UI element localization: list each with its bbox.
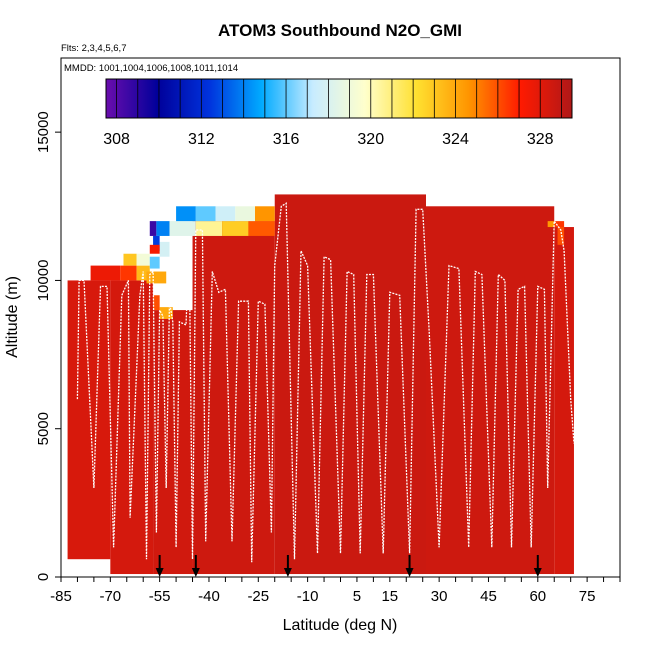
curtain-cell — [169, 221, 196, 236]
flight-arrow-head — [191, 568, 200, 577]
x-tick-label: 60 — [529, 588, 546, 605]
curtain-cell — [153, 295, 160, 311]
curtain-cell — [557, 227, 565, 245]
x-tick-label: -55 — [149, 588, 171, 605]
flight-arrow-head — [283, 568, 292, 577]
flight-track — [76, 202, 575, 563]
x-tick-label: -25 — [247, 588, 269, 605]
flight-arrows — [155, 555, 542, 577]
curtain-cell — [195, 221, 223, 236]
curtain-cell — [123, 253, 137, 266]
x-tick-label: 45 — [480, 588, 497, 605]
curtain-cell — [554, 227, 574, 575]
flights-label: Flts: 2,3,4,5,6,7 — [61, 43, 126, 54]
x-tick-label: 30 — [431, 588, 448, 605]
dates-label: MMDD: 1001,1004,1006,1008,1011,1014 — [64, 63, 238, 74]
x-axis-ticks: -85 -70 -55 -40 -25 -10 5 15 30 45 60 75 — [50, 577, 621, 605]
y-tick-label: 15000 — [35, 111, 52, 153]
curtain-cell — [159, 241, 170, 257]
colorbar-ticks: 308 312 316 320 324 328 — [103, 79, 562, 148]
colorbar-tick-label: 312 — [188, 131, 215, 148]
curtain-cell — [222, 221, 249, 236]
curtain-cell — [149, 221, 157, 236]
curtain-cell — [215, 206, 236, 222]
curtain-cell — [425, 206, 555, 575]
curtain-cell — [195, 206, 216, 222]
curtain-cell — [156, 221, 170, 236]
curtain-cell — [146, 271, 167, 284]
x-tick-label: 15 — [381, 588, 398, 605]
chart-title: ATOM3 Southbound N2O_GMI — [218, 21, 462, 40]
curtain-cell — [176, 206, 196, 222]
x-tick-label: -10 — [297, 588, 319, 605]
curtain-cell — [153, 235, 160, 251]
x-tick-label: 75 — [579, 588, 596, 605]
curtain-cell — [159, 307, 173, 319]
x-tick-label: -70 — [99, 588, 121, 605]
flight-track-line — [76, 202, 575, 563]
colorbar-tick-label: 316 — [273, 131, 300, 148]
curtain-cell — [274, 194, 426, 575]
curtain-cell — [554, 221, 565, 228]
flight-arrow-head — [155, 568, 164, 577]
colorbar-rect — [105, 78, 573, 119]
x-tick-label: -40 — [198, 588, 220, 605]
x-tick-label: -85 — [50, 588, 72, 605]
curtain-cell — [547, 221, 555, 228]
y-tick-label: 0 — [35, 573, 52, 581]
curtain-cell — [120, 265, 137, 281]
curtain-cell — [136, 253, 150, 266]
curtain-cell — [192, 221, 275, 575]
colorbar-tick-label: 308 — [103, 131, 130, 148]
y-axis-label: Altitude (m) — [4, 276, 21, 358]
colorbar-tick-label: 328 — [527, 131, 554, 148]
colorbar: 308 312 316 320 324 328 — [103, 78, 573, 148]
curtain-cell — [149, 244, 160, 254]
y-tick-label: 10000 — [35, 260, 52, 302]
colorbar-tick-label: 320 — [357, 131, 384, 148]
curtain-cell — [149, 256, 160, 269]
curtain-cell — [248, 221, 275, 236]
y-tick-label: 5000 — [35, 412, 52, 445]
x-tick-label: 5 — [353, 588, 361, 605]
curtain-cell — [235, 206, 256, 222]
curtain-cell — [90, 265, 121, 281]
curtain-cell — [67, 280, 111, 560]
x-axis-label: Latitude (deg N) — [283, 617, 398, 634]
y-axis-ticks: 0 5000 10000 15000 — [35, 111, 61, 581]
flight-arrow-head — [405, 568, 414, 577]
flight-arrow-head — [533, 568, 542, 577]
colorbar-tick-label: 324 — [442, 131, 469, 148]
curtain-cell — [255, 206, 275, 222]
curtain-cells — [67, 194, 574, 575]
